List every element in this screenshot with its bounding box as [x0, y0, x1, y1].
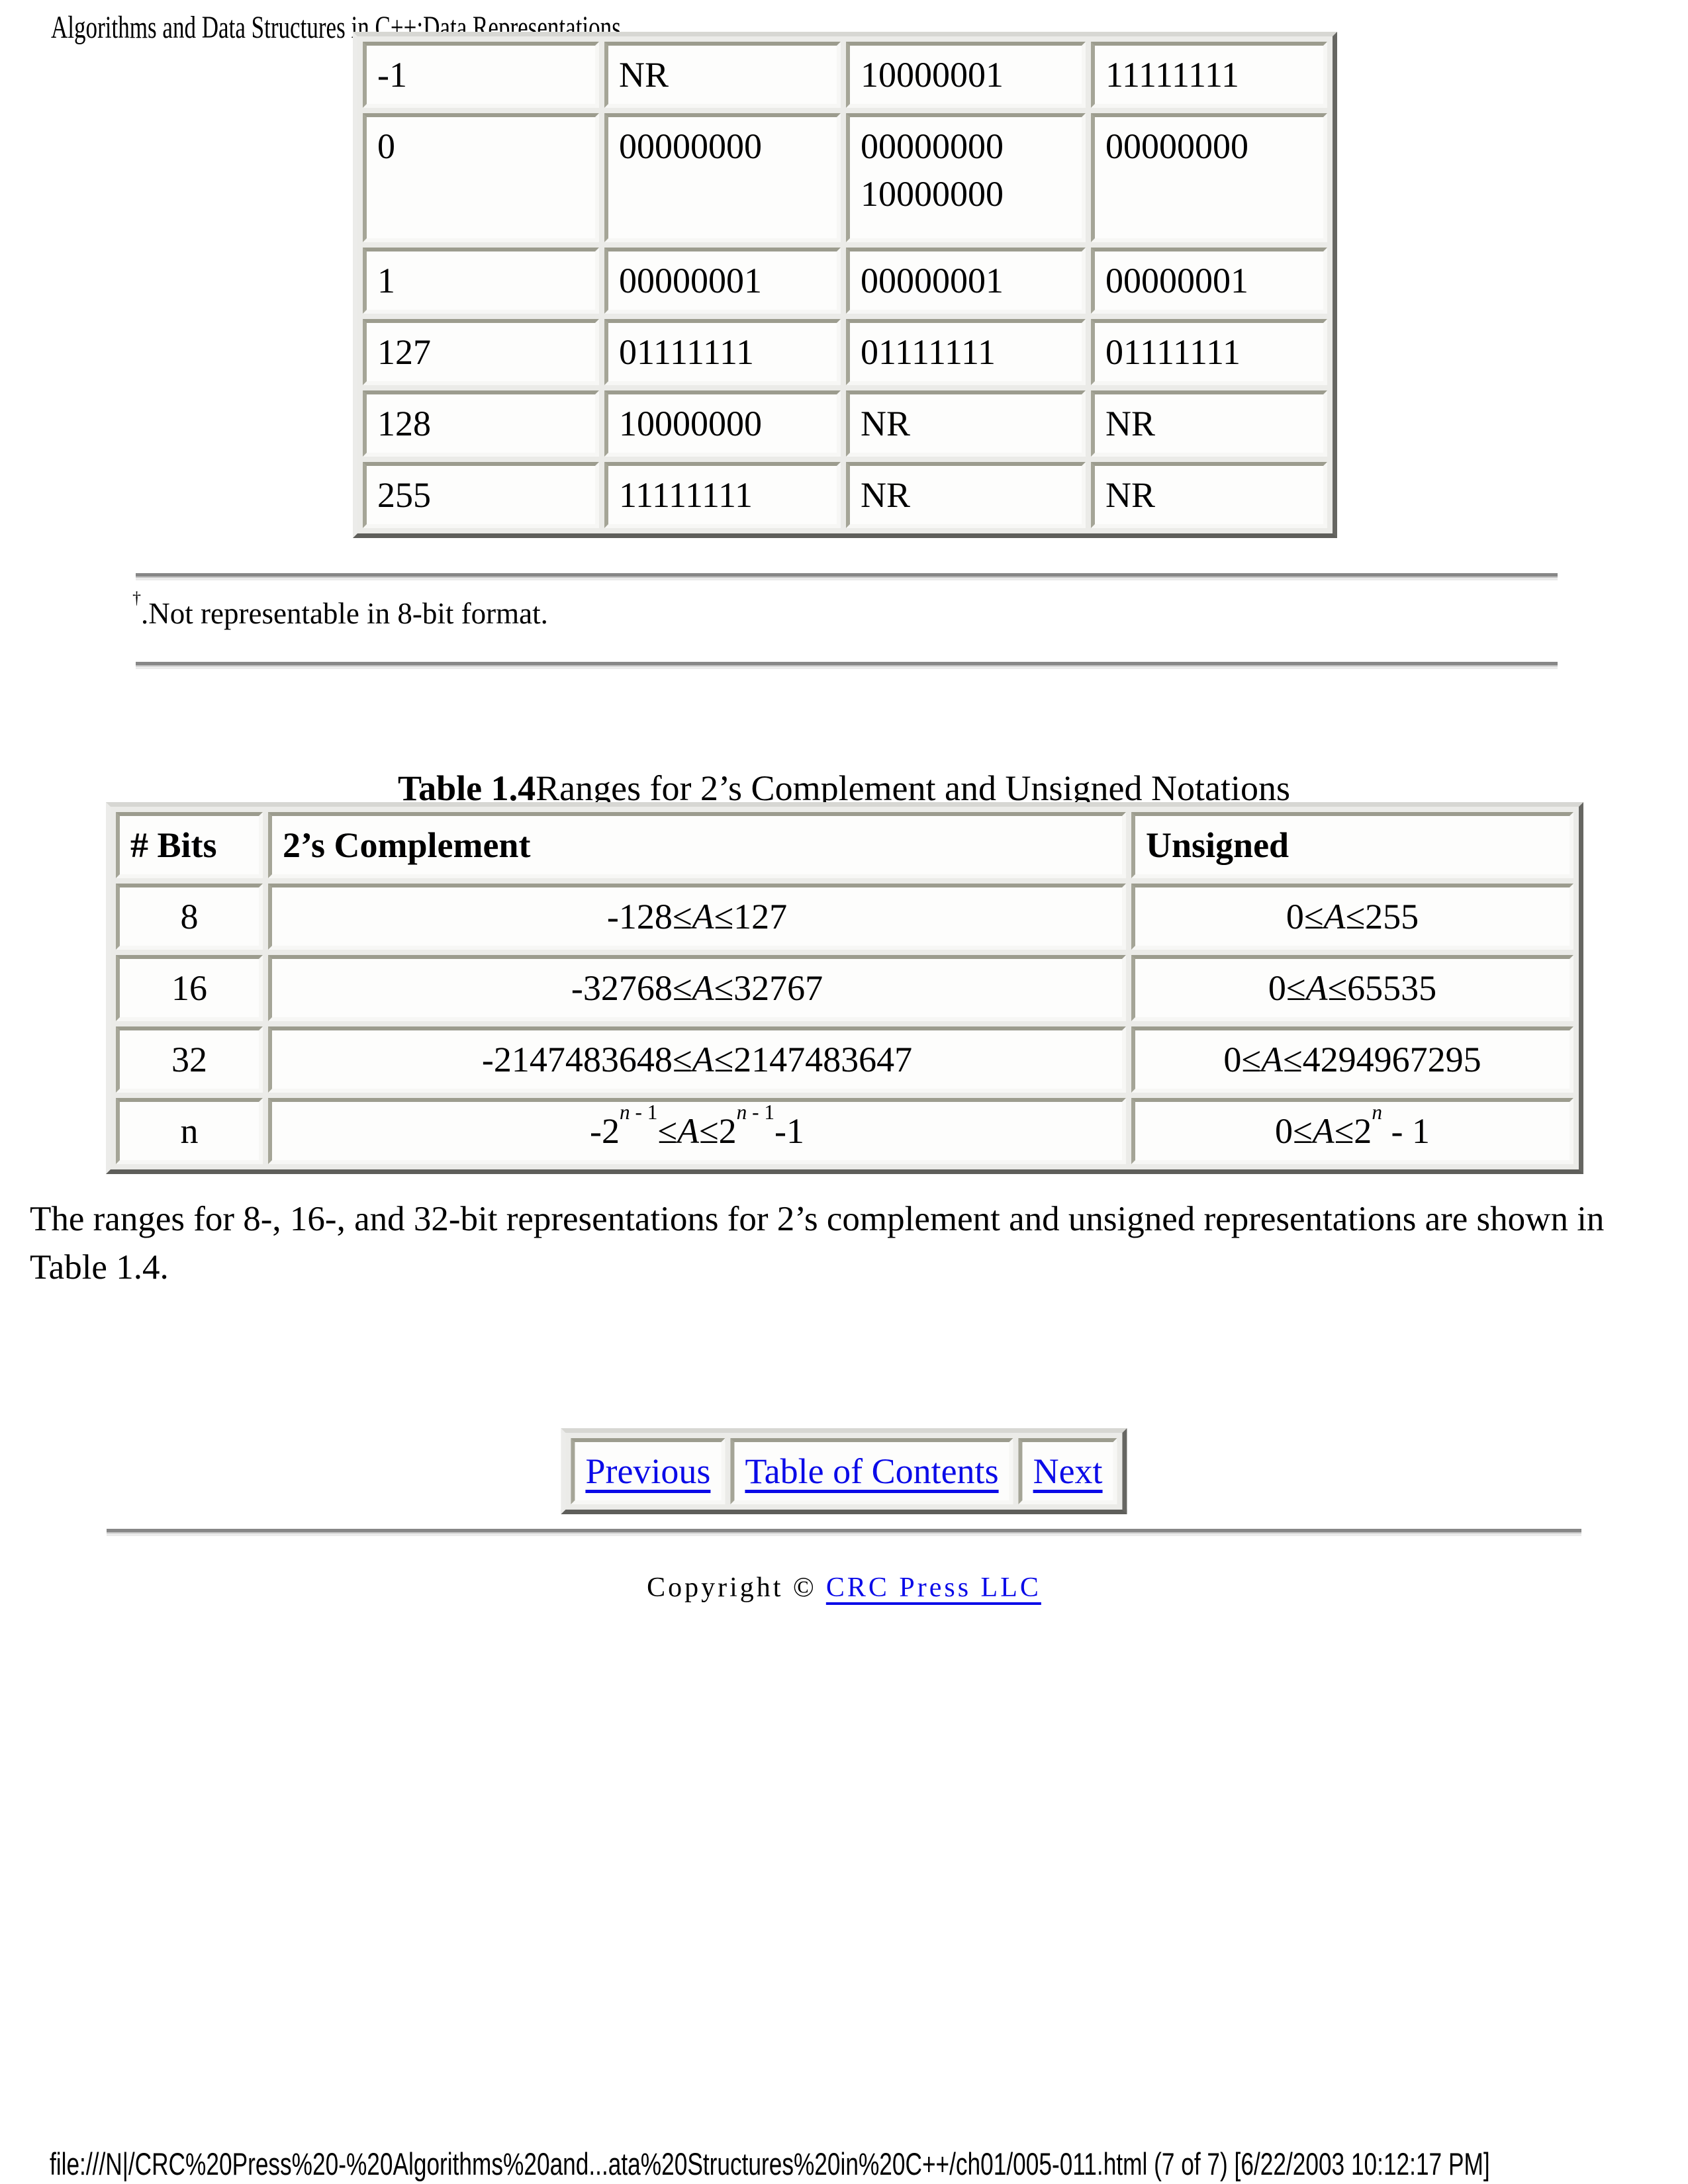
unsigned-range-cell: 0≤A≤65535 [1131, 955, 1573, 1021]
bits-cell: 32 [116, 1026, 263, 1093]
print-footer-url: file:///N|/CRC%20Press%20-%20Algorithms%… [50, 2146, 1490, 2181]
horizontal-rule [107, 1529, 1581, 1536]
table-cell: 128 [363, 390, 599, 457]
column-header: # Bits [116, 812, 263, 878]
table-cell: 0 [363, 113, 599, 242]
copyright-line: Copyright © CRC Press LLC [0, 1570, 1688, 1606]
previous-link[interactable]: Previous [585, 1451, 711, 1491]
table-cell: NR [846, 462, 1086, 528]
unsigned-range-cell: 0≤A≤2n - 1 [1131, 1098, 1573, 1164]
table-cell: 01111111 [1091, 319, 1327, 385]
table-cell: 127 [363, 319, 599, 385]
table-cell: 01111111 [846, 319, 1086, 385]
body-paragraph: The ranges for 8-, 16-, and 32-bit repre… [30, 1200, 1605, 1287]
table-cell: NR [846, 390, 1086, 457]
horizontal-rule [136, 662, 1558, 669]
binary-representation-table: -1 NR 10000001 11111111 0 00000000 00000… [353, 32, 1337, 538]
table-cell: NR [604, 42, 841, 108]
bits-cell: n [116, 1098, 263, 1164]
table-cell: NR [1091, 390, 1327, 457]
table-caption: Table 1.4Ranges for 2’s Complement and U… [0, 766, 1688, 810]
bits-cell: 8 [116, 884, 263, 950]
table-cell: 00000001 [846, 248, 1086, 314]
table-row: 1 00000001 00000001 00000001 [363, 248, 1327, 314]
table-cell: 00000000 10000000 [846, 113, 1086, 242]
ranges-table: # Bits 2’s Complement Unsigned 8 -128≤A≤… [106, 802, 1583, 1174]
table-cell: 00000000 [1091, 113, 1327, 242]
table-header-row: # Bits 2’s Complement Unsigned [116, 812, 1573, 878]
nav-cell-toc[interactable]: Table of Contents [730, 1438, 1013, 1504]
table-cell: 255 [363, 462, 599, 528]
nav-cell-previous[interactable]: Previous [571, 1438, 726, 1504]
table-cell: 1 [363, 248, 599, 314]
table-cell: 00000001 [1091, 248, 1327, 314]
table-row: 0 00000000 00000000 10000000 00000000 [363, 113, 1327, 242]
bits-cell: 16 [116, 955, 263, 1021]
complement-range-cell: -2147483648≤A≤2147483647 [268, 1026, 1126, 1093]
table-cell: 10000001 [846, 42, 1086, 108]
copyright-text: Copyright © [647, 1572, 817, 1603]
nav-table: Previous Table of Contents Next [561, 1428, 1127, 1514]
nav-cell-next[interactable]: Next [1018, 1438, 1117, 1504]
unsigned-range-cell: 0≤A≤255 [1131, 884, 1573, 950]
table-row: 8 -128≤A≤127 0≤A≤255 [116, 884, 1573, 950]
table-cell: 11111111 [604, 462, 841, 528]
complement-range-cell: -2n - 1≤A≤2n - 1-1 [268, 1098, 1126, 1164]
complement-range-cell: -32768≤A≤32767 [268, 955, 1126, 1021]
table-cell: 01111111 [604, 319, 841, 385]
table-row: n -2n - 1≤A≤2n - 1-1 0≤A≤2n - 1 [116, 1098, 1573, 1164]
horizontal-rule [136, 573, 1558, 580]
next-link[interactable]: Next [1033, 1451, 1103, 1491]
crc-press-link[interactable]: CRC Press LLC [825, 1572, 1041, 1603]
table-row: 127 01111111 01111111 01111111 [363, 319, 1327, 385]
table-cell: 10000000 [604, 390, 841, 457]
table-row: 16 -32768≤A≤32767 0≤A≤65535 [116, 955, 1573, 1021]
table-footnote: †.Not representable in 8-bit format. [132, 588, 548, 630]
nav-row: Previous Table of Contents Next [571, 1438, 1117, 1504]
column-header: 2’s Complement [268, 812, 1126, 878]
table-of-contents-link[interactable]: Table of Contents [745, 1451, 999, 1491]
table-cell: 00000001 [604, 248, 841, 314]
table-row: 128 10000000 NR NR [363, 390, 1327, 457]
table-row: -1 NR 10000001 11111111 [363, 42, 1327, 108]
table-cell: NR [1091, 462, 1327, 528]
table-cell: 11111111 [1091, 42, 1327, 108]
table-row: 255 11111111 NR NR [363, 462, 1327, 528]
table-caption-text: Ranges for 2’s Complement and Unsigned N… [536, 768, 1290, 808]
complement-range-cell: -128≤A≤127 [268, 884, 1126, 950]
unsigned-range-cell: 0≤A≤4294967295 [1131, 1026, 1573, 1093]
column-header: Unsigned [1131, 812, 1573, 878]
table-cell: -1 [363, 42, 599, 108]
table-caption-number: Table 1.4 [398, 768, 536, 808]
table-row: 32 -2147483648≤A≤2147483647 0≤A≤42949672… [116, 1026, 1573, 1093]
table-cell: 00000000 [604, 113, 841, 242]
